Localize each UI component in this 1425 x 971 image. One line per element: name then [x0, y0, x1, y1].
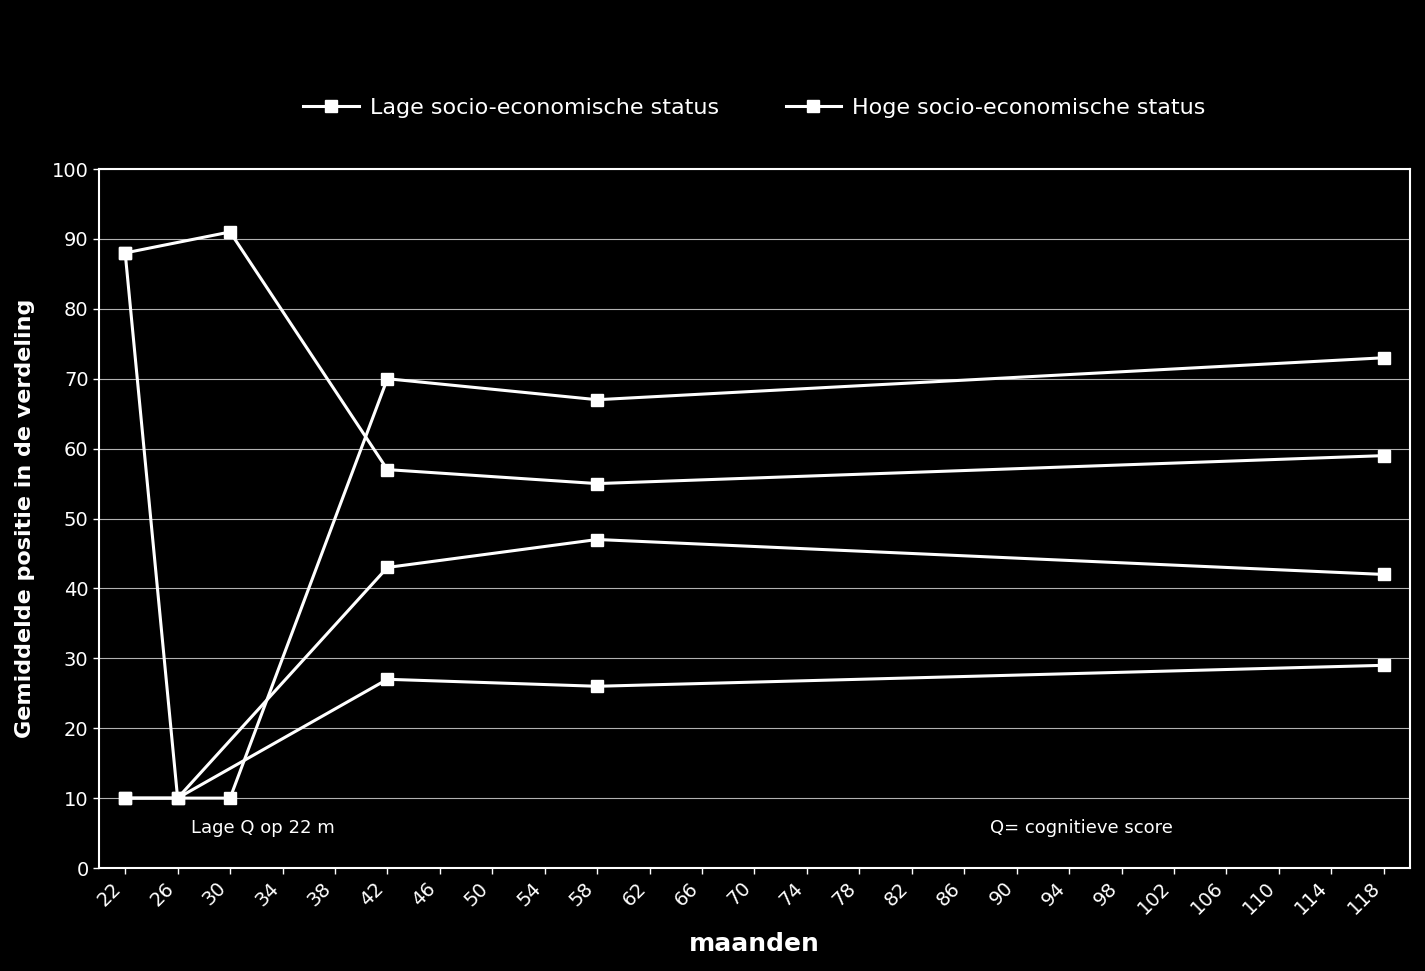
- Text: Q= cognitieve score: Q= cognitieve score: [990, 820, 1173, 837]
- Hoge socio-economische status: [1375, 450, 1392, 461]
- Lage socio-economische status: [117, 247, 134, 258]
- Lage socio-economische status: [589, 534, 606, 546]
- Lage socio-economische status: [379, 561, 396, 573]
- X-axis label: maanden: maanden: [690, 932, 819, 956]
- Hoge socio-economische status: [221, 226, 238, 238]
- Hoge socio-economische status: [117, 247, 134, 258]
- Line: Hoge socio-economische status: Hoge socio-economische status: [118, 225, 1389, 489]
- Hoge socio-economische status: [379, 464, 396, 476]
- Text: Lage Q op 22 m: Lage Q op 22 m: [191, 820, 335, 837]
- Lage socio-economische status: [1375, 569, 1392, 581]
- Y-axis label: Gemiddelde positie in de verdeling: Gemiddelde positie in de verdeling: [16, 299, 36, 738]
- Legend: Lage socio-economische status, Hoge socio-economische status: Lage socio-economische status, Hoge soci…: [295, 89, 1214, 127]
- Lage socio-economische status: [170, 792, 187, 804]
- Hoge socio-economische status: [589, 478, 606, 489]
- Line: Lage socio-economische status: Lage socio-economische status: [118, 247, 1389, 804]
